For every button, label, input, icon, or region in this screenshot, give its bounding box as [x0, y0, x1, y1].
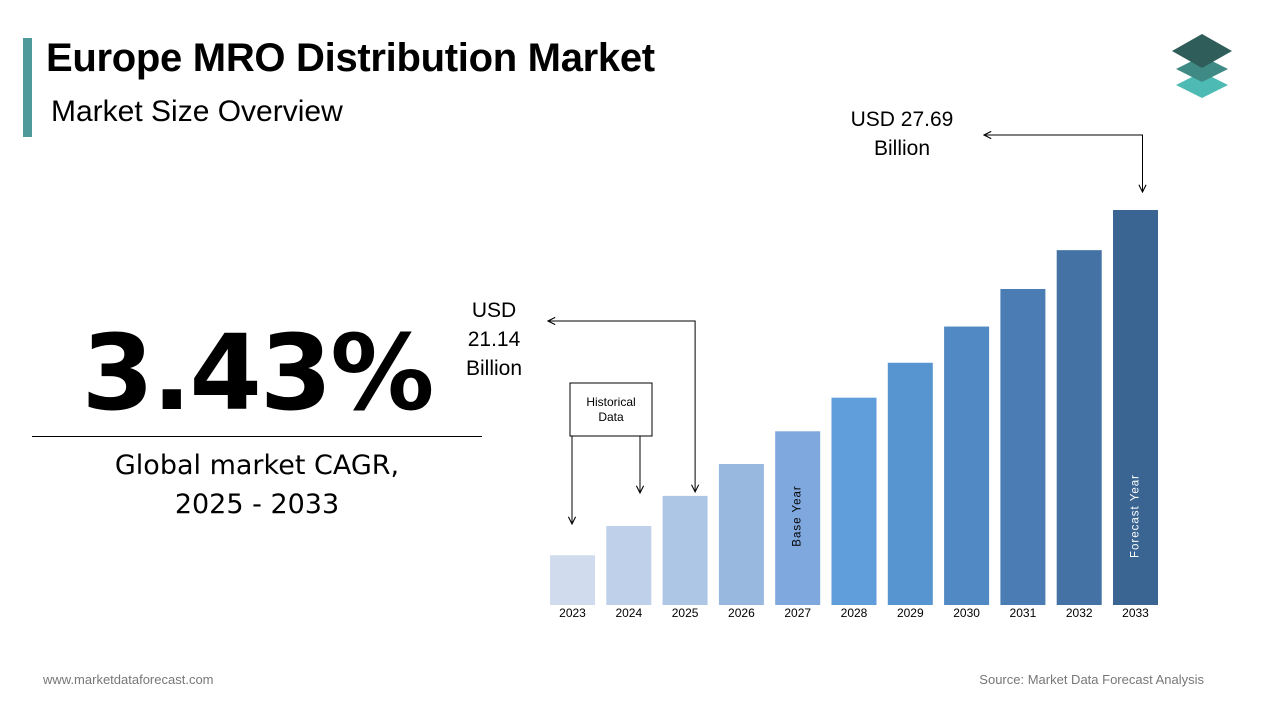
- x-tick-2027: 2027: [784, 606, 811, 620]
- bar-2026: [718, 464, 764, 605]
- bar-2027: [775, 431, 821, 605]
- callout-2025-line-2: 21.14: [468, 328, 521, 351]
- page-subtitle: Market Size Overview: [51, 95, 343, 128]
- x-tick-2026: 2026: [728, 606, 755, 620]
- cagr-label-line1: Global market CAGR,: [114, 450, 400, 481]
- bar-label-2033: Forecast Year: [1130, 474, 1142, 558]
- bar-2032: [1056, 250, 1102, 605]
- x-tick-2023: 2023: [559, 606, 586, 620]
- bar-label-2027: Base Year: [792, 485, 804, 546]
- x-tick-2031: 2031: [1010, 606, 1037, 620]
- bar-2025: [662, 495, 708, 605]
- cagr-label: Global market CAGR, 2025 - 2033: [32, 446, 482, 524]
- callout-2033-line-1: USD 27.69: [851, 108, 954, 131]
- cagr-value: 3.43%: [81, 312, 435, 434]
- cagr-label-line2: 2025 - 2033: [174, 489, 340, 520]
- x-tick-2032: 2032: [1066, 606, 1093, 620]
- bar-2029: [887, 362, 933, 605]
- historical-data-label-2: Data: [598, 410, 624, 424]
- page-title: Europe MRO Distribution Market: [46, 36, 655, 80]
- historical-data-label-1: Historical: [586, 395, 635, 409]
- x-tick-2029: 2029: [897, 606, 924, 620]
- bar-2033: [1113, 210, 1158, 605]
- callout-arrow-2025: [548, 321, 695, 492]
- x-tick-2025: 2025: [672, 606, 699, 620]
- bar-2030: [944, 326, 990, 605]
- stacked-layers-icon: [1172, 34, 1232, 98]
- footer-website: www.marketdataforecast.com: [43, 672, 214, 687]
- x-tick-2033: 2033: [1122, 606, 1149, 620]
- callout-2025-line-3: Billion: [466, 357, 522, 380]
- x-tick-2024: 2024: [615, 606, 642, 620]
- cagr-divider: [32, 436, 482, 437]
- callout-2033-line-2: Billion: [874, 137, 930, 160]
- callout-arrow-2033: [984, 135, 1143, 192]
- callout-2025-line-1: USD: [472, 299, 516, 322]
- bar-2023: [550, 555, 595, 605]
- x-tick-2030: 2030: [953, 606, 980, 620]
- bar-2024: [606, 526, 652, 605]
- footer-source: Source: Market Data Forecast Analysis: [979, 672, 1204, 687]
- bar-2031: [1000, 289, 1046, 605]
- x-tick-2028: 2028: [841, 606, 868, 620]
- title-accent-bar: [23, 38, 32, 137]
- bar-2028: [831, 397, 877, 605]
